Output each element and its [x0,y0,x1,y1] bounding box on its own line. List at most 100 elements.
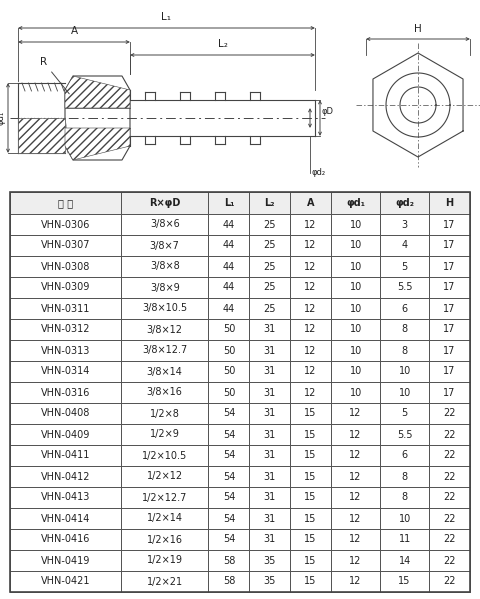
Text: VHN-0306: VHN-0306 [41,219,90,229]
Text: 54: 54 [223,450,235,461]
Text: 3/8×12.7: 3/8×12.7 [142,346,187,355]
Bar [249,382,290,403]
Bar [208,256,249,277]
Bar [249,319,290,340]
Text: R×φD: R×φD [149,198,180,208]
Text: 17: 17 [444,367,456,377]
Bar [121,192,208,214]
Text: 12: 12 [304,367,317,377]
Bar [249,487,290,508]
Text: VHN-0408: VHN-0408 [41,409,90,419]
Bar [208,382,249,403]
Text: 15: 15 [304,513,317,524]
Text: φd₁: φd₁ [346,198,365,208]
Text: VHN-0312: VHN-0312 [41,325,90,334]
Text: 1/2×9: 1/2×9 [150,429,180,440]
Bar [208,508,249,529]
Text: 5.5: 5.5 [397,283,412,292]
Text: 44: 44 [223,283,235,292]
Text: VHN-0311: VHN-0311 [41,304,90,313]
Text: 12: 12 [304,219,317,229]
Bar [290,529,331,550]
Text: 12: 12 [304,388,317,398]
Text: 12: 12 [349,534,362,544]
Text: 3/8×14: 3/8×14 [147,367,182,377]
Text: VHN-0419: VHN-0419 [41,555,90,565]
Text: 15: 15 [398,576,411,586]
Bar [249,214,290,235]
Text: 58: 58 [223,576,235,586]
Bar [331,340,380,361]
Text: φD: φD [322,107,334,116]
Text: VHN-0416: VHN-0416 [41,534,90,544]
Text: 1/2×21: 1/2×21 [146,576,183,586]
Text: 3: 3 [402,219,408,229]
Bar [429,529,470,550]
Text: 8: 8 [402,471,408,482]
Text: 15: 15 [304,576,317,586]
Bar [331,319,380,340]
Bar [121,277,208,298]
Text: H: H [445,198,454,208]
Bar [249,235,290,256]
Bar [331,571,380,592]
Bar [331,361,380,382]
Text: 10: 10 [349,304,362,313]
Bar [121,466,208,487]
Text: R: R [40,57,69,94]
Text: 17: 17 [444,262,456,271]
Text: 54: 54 [223,409,235,419]
Text: 58: 58 [223,555,235,565]
Text: 50: 50 [223,388,235,398]
Bar [121,403,208,424]
Bar [380,382,429,403]
Text: φd₂: φd₂ [312,168,326,177]
Text: 8: 8 [402,492,408,503]
Bar [10,508,121,529]
Bar [380,508,429,529]
Text: 22: 22 [444,450,456,461]
Text: 15: 15 [304,492,317,503]
Text: 8: 8 [402,346,408,355]
Text: 31: 31 [264,471,276,482]
Polygon shape [65,76,130,108]
Bar [121,319,208,340]
Bar [429,235,470,256]
Text: L₂: L₂ [217,39,228,49]
Bar [208,403,249,424]
Bar [331,466,380,487]
Text: 31: 31 [264,346,276,355]
Bar [208,340,249,361]
Bar [10,550,121,571]
Bar [429,214,470,235]
Bar [429,466,470,487]
Bar [380,192,429,214]
Bar [121,424,208,445]
Text: 15: 15 [304,429,317,440]
Text: 3/8×8: 3/8×8 [150,262,180,271]
Bar [380,445,429,466]
Bar [331,256,380,277]
Text: φd₂: φd₂ [395,198,414,208]
Bar [249,192,290,214]
Text: 50: 50 [223,325,235,334]
Text: 12: 12 [304,241,317,250]
Bar [290,508,331,529]
Text: 44: 44 [223,219,235,229]
Text: VHN-0308: VHN-0308 [41,262,90,271]
Text: VHN-0414: VHN-0414 [41,513,90,524]
Bar [331,382,380,403]
Text: 31: 31 [264,534,276,544]
Text: 6: 6 [402,450,408,461]
Bar [290,277,331,298]
Bar [121,214,208,235]
Bar [290,361,331,382]
Bar [331,277,380,298]
Text: 1/2×12: 1/2×12 [146,471,183,482]
Bar [208,214,249,235]
Bar [380,529,429,550]
Text: VHN-0307: VHN-0307 [41,241,90,250]
Text: 15: 15 [304,409,317,419]
Bar [290,445,331,466]
Bar [249,403,290,424]
